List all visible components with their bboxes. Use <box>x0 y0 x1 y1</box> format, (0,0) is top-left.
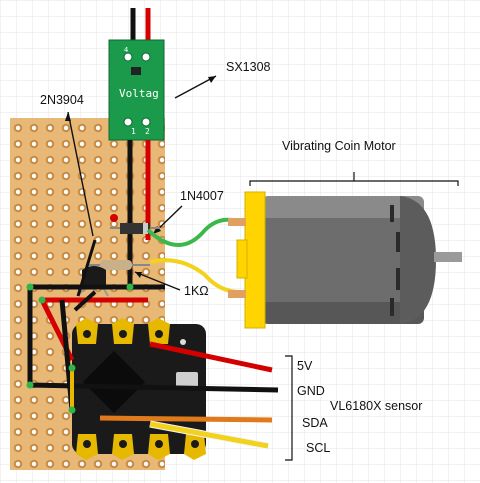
sx1308-module: Voltag 1 2 4 <box>108 39 165 141</box>
resistor-1k <box>88 260 150 270</box>
module-pin-label-in-gnd: 4 <box>124 46 128 54</box>
wire-yellow-scl <box>149 421 269 449</box>
label-sensor: VL6180X sensor <box>330 399 422 413</box>
label-1k: 1KΩ <box>184 284 209 298</box>
label-motor: Vibrating Coin Motor <box>282 139 396 153</box>
arrow-1k <box>134 271 181 291</box>
label-sda: SDA <box>302 416 328 430</box>
module-pin-label-gnd: 1 <box>131 127 136 136</box>
label-sx1308: SX1308 <box>226 60 271 74</box>
wire-red-5v <box>149 341 273 373</box>
label-scl: SCL <box>306 441 330 455</box>
label-2n3904: 2N3904 <box>40 93 84 107</box>
red-marker <box>110 214 118 222</box>
wire-base <box>76 239 97 297</box>
diode-1n4007 <box>110 223 160 234</box>
module-silk-label: Voltag <box>119 87 159 100</box>
arrow-sx1308 <box>174 75 217 99</box>
label-5v: 5V <box>297 359 313 373</box>
module-pin-label-out: 2 <box>145 127 150 136</box>
junction-dots <box>26 283 134 414</box>
wire-orange-sda <box>99 415 273 423</box>
vibrating-coin-motor <box>228 191 462 329</box>
label-1n4007: 1N4007 <box>180 189 224 203</box>
arrow-2n3904 <box>67 111 94 237</box>
wire-black-diag <box>73 290 97 312</box>
label-gnd: GND <box>297 384 325 398</box>
sensor-pin-bracket <box>285 355 293 461</box>
